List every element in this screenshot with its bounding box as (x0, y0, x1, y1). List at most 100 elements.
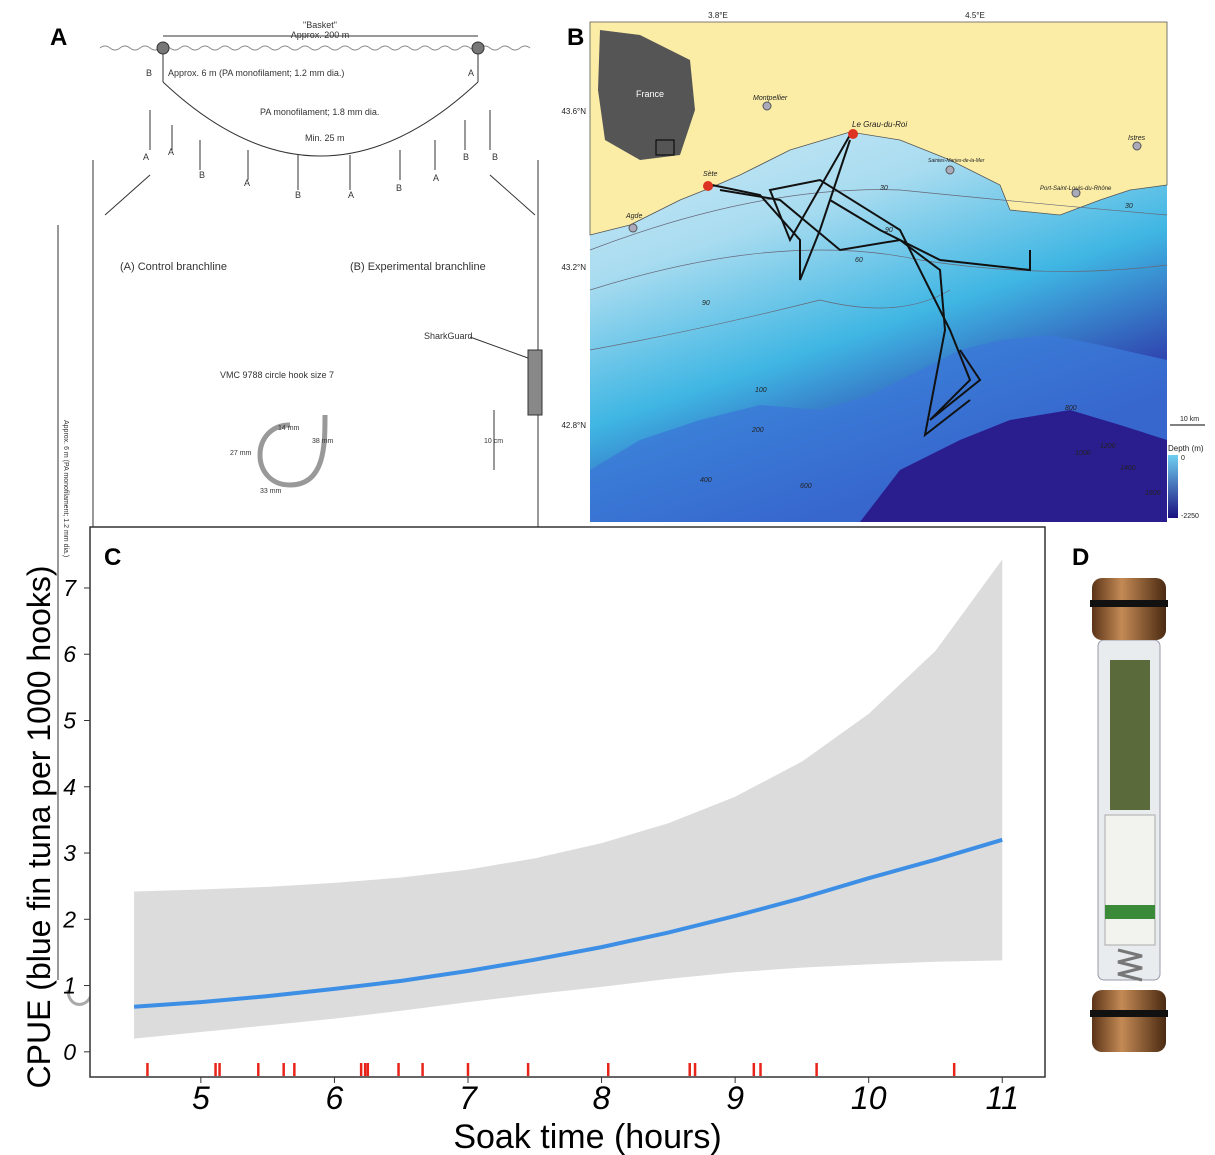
place: Le Grau-du-Roi (852, 120, 907, 129)
contour-label: 1000 (1075, 450, 1091, 457)
legend-tick: 0 (1181, 455, 1185, 462)
y-axis-title: CPUE (blue fin tuna per 1000 hooks) (21, 566, 57, 1089)
y-tick-label: 5 (63, 707, 76, 733)
arrow (104, 174, 151, 216)
label: (B) Experimental branchline (350, 261, 486, 273)
panel-b: 3.8°E 4.5°E 43.6°N 43.2°N 42.8°N France … (561, 11, 1205, 522)
label: Approx. 6 m (PA monofilament; 1.2 mm dia… (168, 68, 344, 78)
france-inset (598, 30, 695, 160)
panel-label: A (50, 24, 67, 51)
label: 27 mm (230, 450, 252, 457)
panel-label: B (567, 24, 584, 51)
hook-label: B (463, 152, 469, 162)
label: (A) Control branchline (120, 261, 227, 273)
label: B (146, 68, 152, 78)
contour-label: 90 (885, 227, 893, 234)
hook-label: A (244, 178, 250, 188)
contour-label: 600 (800, 483, 812, 490)
town (762, 101, 772, 111)
hook-label: B (396, 183, 402, 193)
town (1071, 188, 1081, 198)
fit-line (133, 837, 1003, 1009)
endcap (1092, 578, 1166, 640)
lat-label: 43.6°N (561, 107, 586, 116)
label: VMC 9788 circle hook size 7 (220, 370, 334, 380)
contour-label: 90 (702, 300, 710, 307)
contour-label: 30 (1125, 203, 1133, 210)
legend-tick: -2250 (1181, 513, 1199, 520)
x-tick-label: 6 (326, 1080, 344, 1116)
place: Agde (625, 213, 642, 220)
contour-label: 200 (751, 427, 764, 434)
hook-label: A (433, 173, 439, 183)
x-axis-title: Soak time (hours) (453, 1118, 721, 1155)
label: Min. 25 m (305, 133, 345, 143)
place: Saintes-Maries-de-la-Mer (928, 158, 985, 164)
scale-label: 10 km (1180, 416, 1199, 423)
contour-label: 60 (855, 257, 863, 264)
arrow (489, 174, 536, 216)
label: Approx. 200 m (291, 30, 350, 40)
contour-label: 400 (700, 477, 712, 484)
track (711, 139, 1031, 281)
x-tick-label: 9 (726, 1080, 744, 1116)
hook-label: A (168, 147, 174, 157)
hook-label: B (295, 190, 301, 200)
x-tick-label: 10 (851, 1080, 887, 1116)
panel-d (1090, 578, 1168, 1052)
spring (1117, 948, 1143, 982)
confidence-band (134, 559, 1003, 1039)
label: A (468, 68, 474, 78)
o-ring (1090, 1010, 1168, 1017)
circuit-board (1110, 660, 1150, 810)
mainline (162, 81, 479, 157)
place: Montpellier (753, 95, 788, 102)
inset-label: France (636, 89, 664, 99)
port (703, 181, 713, 191)
contour (589, 189, 1168, 351)
contour-label: 100 (755, 387, 767, 394)
hook-label: A (143, 152, 149, 162)
endcap (1092, 990, 1166, 1052)
o-ring (1090, 600, 1168, 607)
town (628, 223, 638, 233)
town (945, 165, 955, 175)
x-tick-label: 8 (593, 1080, 611, 1116)
contour-label: 800 (1065, 405, 1077, 412)
y-tick-label: 6 (63, 641, 76, 667)
place: Port-Saint-Louis-du-Rhône (1040, 186, 1112, 192)
contour-label: 1600 (1145, 490, 1161, 497)
label: "Basket" (303, 20, 337, 30)
y-tick-label: 2 (62, 906, 76, 932)
float (156, 41, 170, 55)
label: 38 mm (312, 438, 334, 445)
lon-label: 4.5°E (965, 11, 985, 20)
lon-label: 3.8°E (708, 11, 728, 20)
hook-label: B (199, 170, 205, 180)
lat-label: 43.2°N (561, 263, 586, 272)
town (1132, 141, 1142, 151)
label: 33 mm (260, 488, 282, 495)
port (848, 129, 858, 139)
y-tick-label: 0 (63, 1039, 76, 1065)
hook-label: B (492, 152, 498, 162)
sea-surface (99, 45, 531, 51)
x-tick-label: 5 (192, 1080, 210, 1116)
y-tick-label: 4 (63, 774, 76, 800)
track (768, 134, 982, 421)
depth-legend (1168, 455, 1178, 518)
circle-hook (257, 414, 328, 488)
label: SharkGuard (424, 331, 473, 341)
label: Approx. 6 m (PA monofilament; 1.2 mm dia… (62, 420, 69, 557)
pointer (469, 336, 529, 359)
y-tick-label: 3 (63, 840, 76, 866)
place: Istres (1128, 135, 1146, 142)
branchlines (149, 110, 491, 190)
legend-title: Depth (m) (1168, 444, 1204, 453)
inset-box (655, 139, 675, 156)
contour-label: 1400 (1120, 465, 1136, 472)
lat-label: 42.8°N (561, 421, 586, 430)
label: 10 cm (484, 438, 503, 445)
